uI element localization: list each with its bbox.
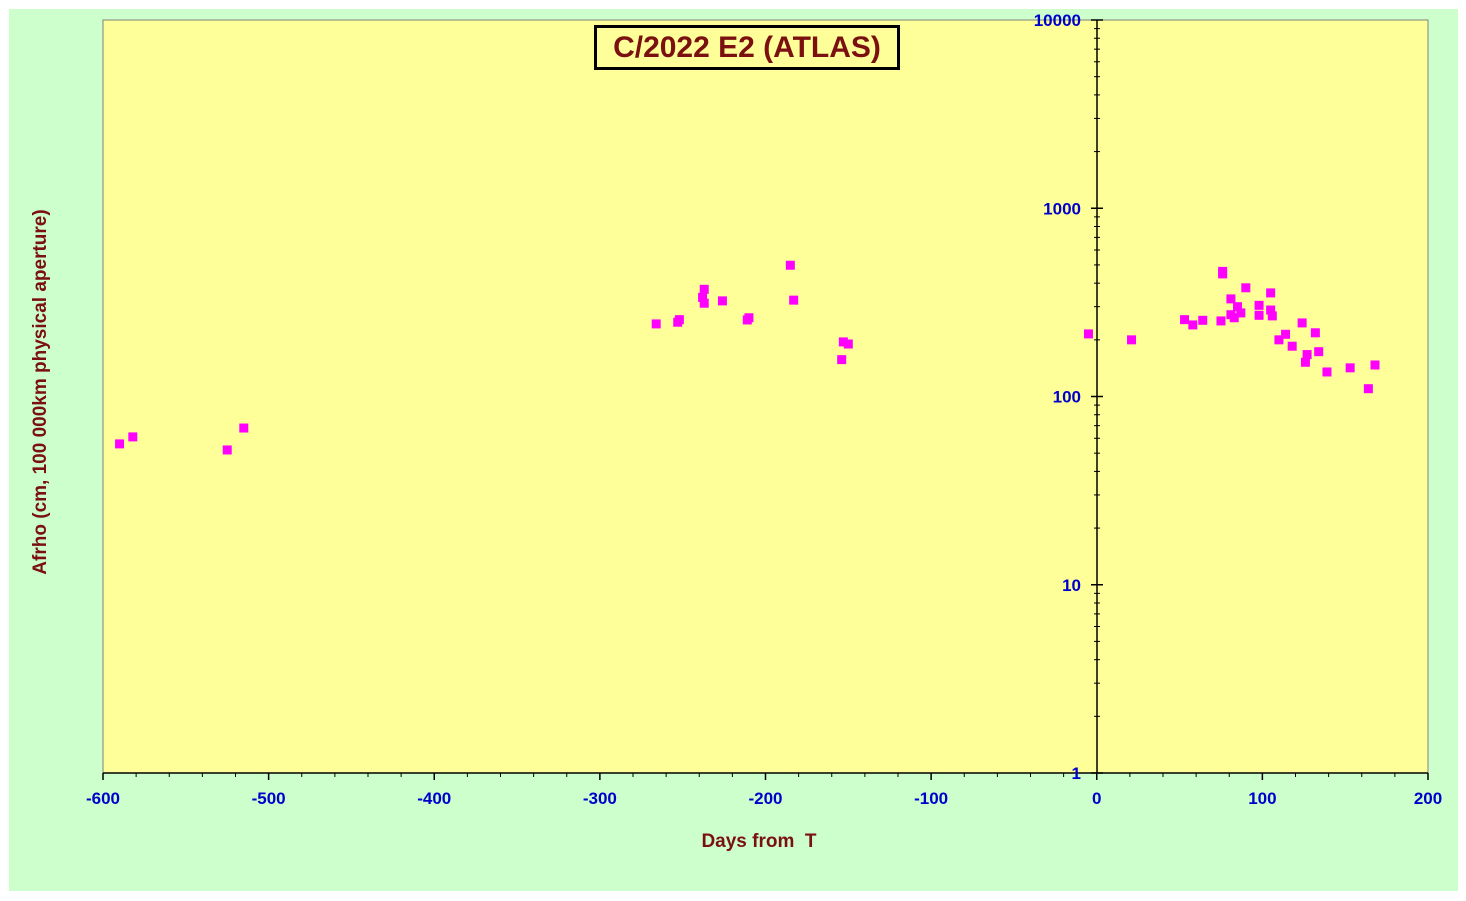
x-tick-label: -600 bbox=[86, 789, 120, 808]
x-tick-label: -400 bbox=[417, 789, 451, 808]
data-point bbox=[239, 423, 249, 433]
data-point bbox=[115, 439, 125, 449]
x-tick-label: 200 bbox=[1414, 789, 1442, 808]
data-point bbox=[128, 432, 138, 442]
data-point bbox=[1188, 320, 1198, 330]
data-point bbox=[1266, 288, 1276, 298]
data-point bbox=[1266, 305, 1276, 315]
data-point bbox=[1218, 269, 1228, 279]
data-point bbox=[1236, 308, 1246, 318]
data-point bbox=[1267, 311, 1277, 321]
data-point bbox=[699, 298, 709, 308]
data-point bbox=[1254, 300, 1264, 310]
chart-title-box: C/2022 E2 (ATLAS) bbox=[594, 25, 900, 70]
y-tick-label: 1 bbox=[1072, 764, 1081, 783]
chart-title: C/2022 E2 (ATLAS) bbox=[613, 30, 881, 64]
x-tick-label: -200 bbox=[748, 789, 782, 808]
x-tick-label: -100 bbox=[914, 789, 948, 808]
x-tick-label: 100 bbox=[1248, 789, 1276, 808]
data-point bbox=[1310, 328, 1320, 338]
x-tick-label: -300 bbox=[583, 789, 617, 808]
data-point bbox=[1302, 350, 1312, 360]
data-point bbox=[1216, 316, 1226, 326]
data-point bbox=[1281, 329, 1291, 339]
y-tick-label: 10 bbox=[1062, 576, 1081, 595]
data-point bbox=[699, 284, 709, 294]
data-point bbox=[1287, 341, 1297, 351]
data-point bbox=[1345, 363, 1355, 373]
data-point bbox=[698, 292, 708, 302]
data-point bbox=[1127, 335, 1137, 345]
y-tick-label: 1000 bbox=[1043, 199, 1081, 218]
x-tick-label: 0 bbox=[1092, 789, 1101, 808]
data-point bbox=[1314, 347, 1324, 357]
y-tick-label: 10000 bbox=[1034, 11, 1081, 30]
x-tick-label: -500 bbox=[252, 789, 286, 808]
data-point bbox=[1241, 283, 1251, 293]
data-point bbox=[843, 339, 853, 349]
data-point bbox=[1083, 329, 1093, 339]
y-tick-label: 100 bbox=[1053, 388, 1081, 407]
data-point bbox=[1180, 315, 1190, 325]
x-axis-title: Days from T bbox=[701, 831, 816, 852]
data-point bbox=[674, 315, 684, 325]
data-point bbox=[1198, 315, 1208, 325]
data-point bbox=[1274, 335, 1284, 345]
data-point bbox=[717, 296, 727, 306]
data-point bbox=[1254, 310, 1264, 320]
data-point bbox=[1297, 318, 1307, 328]
data-point bbox=[837, 355, 847, 365]
data-point bbox=[1300, 357, 1310, 367]
data-point bbox=[222, 445, 232, 455]
data-point bbox=[785, 260, 795, 270]
data-point bbox=[1322, 367, 1332, 377]
y-axis-title: Afrho (cm, 100 000km physical aperture) bbox=[30, 209, 51, 574]
data-point bbox=[1370, 360, 1380, 370]
data-point bbox=[1229, 313, 1239, 323]
data-point bbox=[651, 319, 661, 329]
data-point bbox=[838, 337, 848, 347]
data-point bbox=[789, 295, 799, 305]
data-point bbox=[1363, 384, 1373, 394]
data-point bbox=[744, 313, 754, 323]
data-point bbox=[1233, 302, 1243, 312]
data-point bbox=[1226, 294, 1236, 304]
plot-area bbox=[102, 19, 1429, 774]
